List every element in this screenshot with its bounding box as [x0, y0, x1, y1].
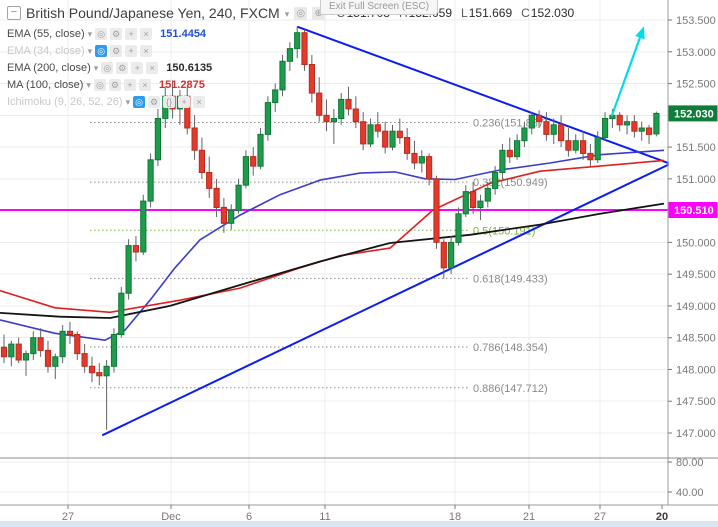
chevron-down-icon[interactable]: ▾: [87, 29, 93, 39]
time-axis[interactable]: 27 Dec 6 11 18 21 27 20: [62, 505, 668, 523]
svg-text:18: 18: [449, 511, 461, 523]
svg-text:0.382(150.949): 0.382(150.949): [473, 177, 548, 189]
add-icon[interactable]: +: [125, 44, 138, 57]
svg-text:150.000: 150.000: [676, 237, 716, 249]
braces-icon[interactable]: {}: [163, 95, 176, 108]
indicator-row: EMA (34, close) ▾ ◎ ⚙ + ×: [7, 42, 212, 59]
low-value: L151.669: [461, 6, 513, 20]
add-icon[interactable]: +: [123, 78, 136, 91]
settings-icon[interactable]: ⚙: [148, 95, 161, 108]
indicator-row: Ichimoku (9, 26, 52, 26) ▾ ◎ ⚙{} + ×: [7, 93, 212, 110]
chevron-down-icon[interactable]: ▾: [87, 46, 93, 56]
indicator-label[interactable]: EMA (200, close): [7, 61, 91, 74]
close-icon[interactable]: ×: [146, 61, 159, 74]
indicator-row: MA (100, close) ▾ ◎ ⚙ + × 151.2875: [7, 76, 212, 93]
exit-fullscreen-tooltip: Exit Full Screen (ESC): [320, 0, 439, 15]
visibility-icon[interactable]: ◎: [133, 95, 146, 108]
close-icon[interactable]: ×: [140, 27, 153, 40]
chevron-down-icon[interactable]: ▾: [125, 97, 131, 107]
settings-icon[interactable]: ⚙: [108, 78, 121, 91]
trendline-ascending[interactable]: [102, 163, 669, 436]
timeline-scrollbar[interactable]: [0, 521, 718, 527]
svg-text:27: 27: [594, 511, 606, 523]
settings-icon[interactable]: ⚙: [110, 27, 123, 40]
indicator-label[interactable]: EMA (34, close): [7, 44, 85, 57]
svg-text:147.000: 147.000: [676, 428, 716, 440]
add-icon[interactable]: +: [178, 95, 191, 108]
visibility-icon[interactable]: ◎: [95, 44, 108, 57]
indicator-label[interactable]: MA (100, close): [7, 78, 84, 91]
svg-text:Dec: Dec: [161, 511, 181, 523]
svg-text:0.786(148.354): 0.786(148.354): [473, 342, 548, 354]
close-icon[interactable]: ×: [140, 44, 153, 57]
visibility-icon[interactable]: ◎: [294, 6, 308, 20]
svg-text:40.00: 40.00: [676, 487, 704, 499]
indicator-row: EMA (55, close) ▾ ◎ ⚙ + × 151.4454: [7, 25, 212, 42]
svg-text:0.886(147.712): 0.886(147.712): [473, 383, 548, 395]
close-icon[interactable]: ×: [138, 78, 151, 91]
svg-text:21: 21: [523, 511, 535, 523]
svg-text:27: 27: [62, 511, 74, 523]
svg-text:151.000: 151.000: [676, 174, 716, 186]
chevron-down-icon[interactable]: ▾: [93, 63, 99, 73]
breakout-arrow[interactable]: [610, 26, 645, 117]
svg-text:149.000: 149.000: [676, 301, 716, 313]
svg-text:148.500: 148.500: [676, 333, 716, 345]
add-icon[interactable]: +: [131, 61, 144, 74]
svg-text:6: 6: [246, 511, 252, 523]
svg-text:80.00: 80.00: [676, 457, 704, 469]
visibility-icon[interactable]: ◎: [93, 78, 106, 91]
indicator-value: 151.4454: [160, 27, 207, 40]
settings-icon[interactable]: ⚙: [116, 61, 129, 74]
chart-header: − British Pound/Japanese Yen, 240, FXCM …: [7, 5, 574, 21]
price-axis[interactable]: 153.500 153.000 152.500 151.500 151.000 150.0…: [668, 15, 718, 499]
svg-text:148.000: 148.000: [676, 364, 716, 376]
trendline-descending[interactable]: [297, 25, 669, 164]
collapse-icon[interactable]: −: [7, 6, 21, 20]
close-value: C152.030: [521, 6, 575, 20]
chevron-down-icon[interactable]: ▾: [86, 80, 91, 90]
candlestick-series: [0, 26, 660, 430]
svg-text:11: 11: [319, 511, 330, 523]
symbol-title[interactable]: British Pound/Japanese Yen, 240, FXCM: [26, 5, 280, 21]
svg-text:150.510: 150.510: [674, 205, 714, 217]
settings-icon[interactable]: ⚙: [110, 44, 123, 57]
svg-text:0.618(149.433): 0.618(149.433): [473, 273, 548, 285]
svg-text:149.500: 149.500: [676, 269, 716, 281]
indicator-legend: EMA (55, close) ▾ ◎ ⚙ + × 151.4454 EMA (34, clo…: [7, 25, 212, 110]
svg-text:152.500: 152.500: [676, 79, 716, 91]
close-icon[interactable]: ×: [193, 95, 206, 108]
indicator-label[interactable]: Ichimoku (9, 26, 52, 26): [7, 95, 123, 108]
svg-text:20: 20: [656, 511, 668, 523]
svg-text:151.500: 151.500: [676, 142, 716, 154]
svg-text:147.500: 147.500: [676, 396, 716, 408]
fibonacci-retracement[interactable]: 0.236(151.887)0.382(150.949)0.5(150.191)…: [90, 117, 548, 395]
indicator-value: 150.6135: [166, 61, 213, 74]
indicator-value: 151.2875: [158, 78, 205, 91]
chevron-down-icon[interactable]: ▾: [284, 8, 290, 19]
visibility-icon[interactable]: ◎: [95, 27, 108, 40]
svg-text:153.000: 153.000: [676, 47, 716, 59]
svg-text:153.500: 153.500: [676, 15, 716, 27]
indicator-row: EMA (200, close) ▾ ◎ ⚙ + × 150.6135: [7, 59, 212, 76]
pane-borders: [0, 0, 718, 506]
add-icon[interactable]: +: [125, 27, 138, 40]
visibility-icon[interactable]: ◎: [101, 61, 114, 74]
indicator-label[interactable]: EMA (55, close): [7, 27, 85, 40]
svg-text:152.030: 152.030: [674, 108, 714, 120]
